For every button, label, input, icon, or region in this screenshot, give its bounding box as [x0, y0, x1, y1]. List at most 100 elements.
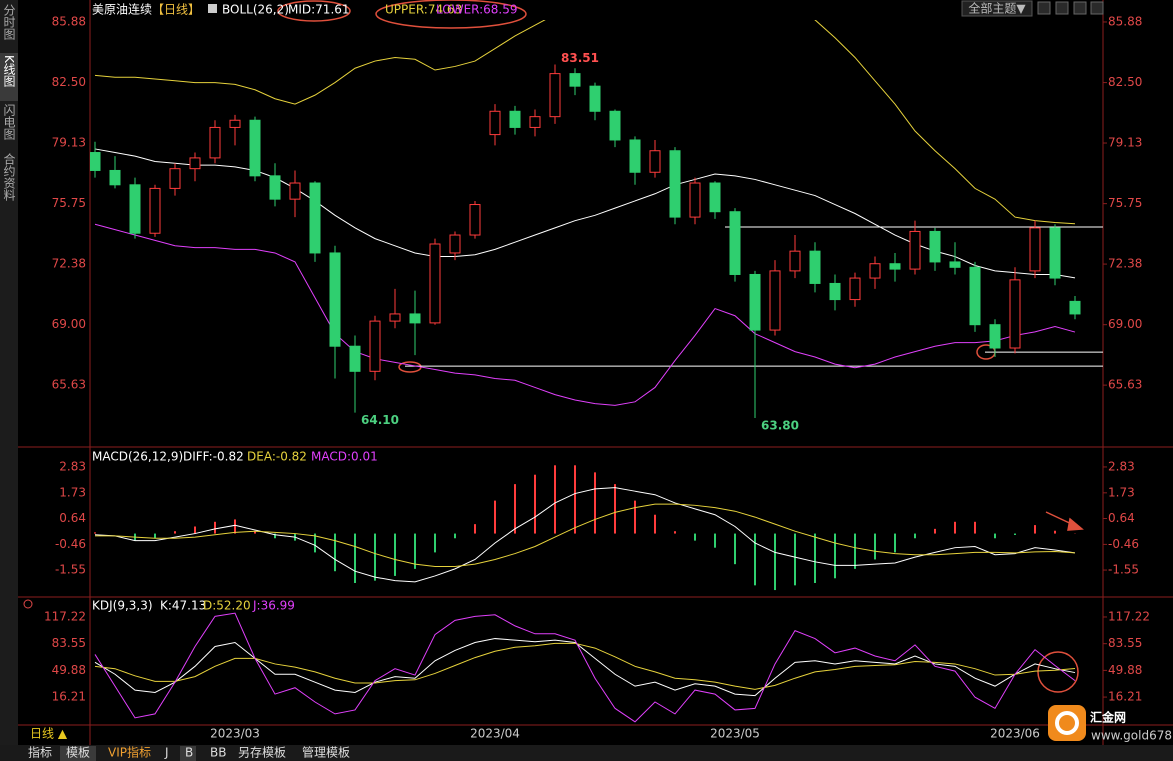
- y-tick-label-right: 0.64: [1108, 511, 1135, 525]
- logo: 汇金网 www.gold678.com: [1048, 705, 1173, 743]
- sidebar-tab[interactable]: 合约资料: [2, 152, 16, 201]
- candle-body: [349, 345, 361, 372]
- candle-body: [609, 110, 621, 141]
- arrow-head: [1067, 517, 1084, 531]
- indicator-line: [94, 487, 1076, 583]
- candle-body: [649, 150, 661, 173]
- y-tick-label-left: 72.38: [52, 257, 86, 271]
- icon[interactable]: [1090, 1, 1104, 15]
- candle-body: [909, 230, 921, 270]
- candle-body: [289, 182, 301, 200]
- candle-body: [1069, 300, 1081, 315]
- period-button[interactable]: 日线 ▲: [30, 727, 68, 741]
- toolbar: [0, 745, 1173, 761]
- candle-body: [1049, 227, 1061, 279]
- sidebar-tab[interactable]: 分时图: [2, 4, 16, 40]
- y-tick-label-left: 49.88: [52, 663, 86, 677]
- y-tick-label-right: 75.75: [1108, 196, 1142, 210]
- x-tick-label: 2023/04: [470, 727, 520, 741]
- candle-body: [469, 204, 481, 236]
- candle-body: [989, 324, 1001, 349]
- y-tick-label-left: 69.00: [52, 317, 86, 331]
- y-tick-label-left: 79.13: [52, 136, 86, 150]
- y-tick-label-right: -0.46: [1108, 537, 1139, 551]
- candle-body: [149, 187, 161, 234]
- y-tick-label-right: 65.63: [1108, 378, 1142, 392]
- theme-button-label[interactable]: 全部主题▼: [968, 1, 1026, 16]
- y-tick-label-right: 82.50: [1108, 75, 1142, 89]
- candle-body: [389, 313, 401, 322]
- sidebar-active: [0, 53, 18, 101]
- y-tick-label-right: 69.00: [1108, 317, 1142, 331]
- toolbar-tab[interactable]: J: [164, 746, 169, 760]
- indicator-line: [94, 642, 1076, 690]
- legend-entry: MID:71.61: [288, 3, 350, 17]
- y-tick-label-right: 49.88: [1108, 663, 1142, 677]
- y-tick-label-right: 117.22: [1108, 609, 1150, 623]
- indicator-line: [94, 20, 1076, 225]
- y-tick-label-left: 0.64: [59, 511, 86, 525]
- icon[interactable]: [1037, 1, 1051, 15]
- candle-body: [489, 110, 501, 136]
- toolbar-tab[interactable]: 管理模板: [302, 745, 350, 760]
- period-label: 【日线】: [152, 3, 200, 17]
- y-tick-label-right: 16.21: [1108, 690, 1142, 704]
- logo-mark: [1055, 711, 1079, 735]
- candle-body: [889, 263, 901, 270]
- legend-entry: D:52.20: [203, 599, 251, 613]
- logo-icon: [1048, 705, 1086, 741]
- candle-body: [709, 182, 721, 213]
- y-tick-label-left: 75.75: [52, 196, 86, 210]
- toolbar-tab[interactable]: VIP指标: [108, 745, 151, 760]
- candle-body: [629, 139, 641, 173]
- theme-button[interactable]: [961, 0, 1033, 17]
- candle-body: [309, 182, 321, 254]
- y-tick-label-left: 82.50: [52, 75, 86, 89]
- circle-mark: [1037, 651, 1079, 693]
- x-tick-label: 2023/06: [990, 727, 1040, 741]
- toolbar-tab[interactable]: BB: [210, 746, 226, 760]
- candle-body: [529, 116, 541, 128]
- legend-entry: UPPER:74.63: [385, 3, 462, 17]
- sidebar-tab[interactable]: 闪电图: [2, 104, 16, 140]
- candle-body: [809, 250, 821, 284]
- y-tick-label-left: 117.22: [44, 609, 86, 623]
- y-tick-label-right: 85.88: [1108, 14, 1142, 28]
- candle-body: [429, 243, 441, 324]
- candle-body: [569, 73, 581, 87]
- toolbar-tab[interactable]: B: [185, 746, 193, 760]
- toolbar-tab[interactable]: 另存模板: [238, 746, 286, 760]
- candle-body: [549, 73, 561, 118]
- y-tick-label-right: 2.83: [1108, 459, 1135, 473]
- y-tick-label-left: 65.63: [52, 378, 86, 392]
- candle-body: [669, 150, 681, 218]
- toolbar-tab[interactable]: 指标: [28, 745, 52, 760]
- price-annotation: 64.10: [361, 413, 399, 427]
- legend-entry: J:36.99: [252, 599, 295, 613]
- panel-title: MACD(26,12,9): [92, 450, 183, 464]
- toolbar-tab[interactable]: 模板: [66, 746, 90, 760]
- kdj-icon: [23, 599, 33, 609]
- legend-entry: DEA:-0.82: [247, 450, 307, 464]
- sidebar: [0, 0, 18, 745]
- y-tick-label-right: 1.73: [1108, 485, 1135, 499]
- candle-body: [589, 85, 601, 112]
- legend-entry: LOWER:68.59: [436, 3, 518, 17]
- candle-body: [109, 169, 121, 186]
- panel-title: 美原油连续: [92, 2, 152, 17]
- icon[interactable]: [1073, 1, 1087, 15]
- icon[interactable]: [1055, 1, 1069, 15]
- candle-body: [949, 261, 961, 268]
- candle-body: [729, 211, 741, 275]
- candle-body: [509, 110, 521, 128]
- candle-body: [369, 320, 381, 372]
- y-tick-label-right: -1.55: [1108, 563, 1139, 577]
- y-tick-label-left: 1.73: [59, 485, 86, 499]
- y-tick-label-left: 83.55: [52, 636, 86, 650]
- candle-body: [209, 126, 221, 159]
- sidebar-tab[interactable]: K线图: [2, 55, 16, 87]
- candle-body: [969, 266, 981, 326]
- candle-body: [769, 270, 781, 331]
